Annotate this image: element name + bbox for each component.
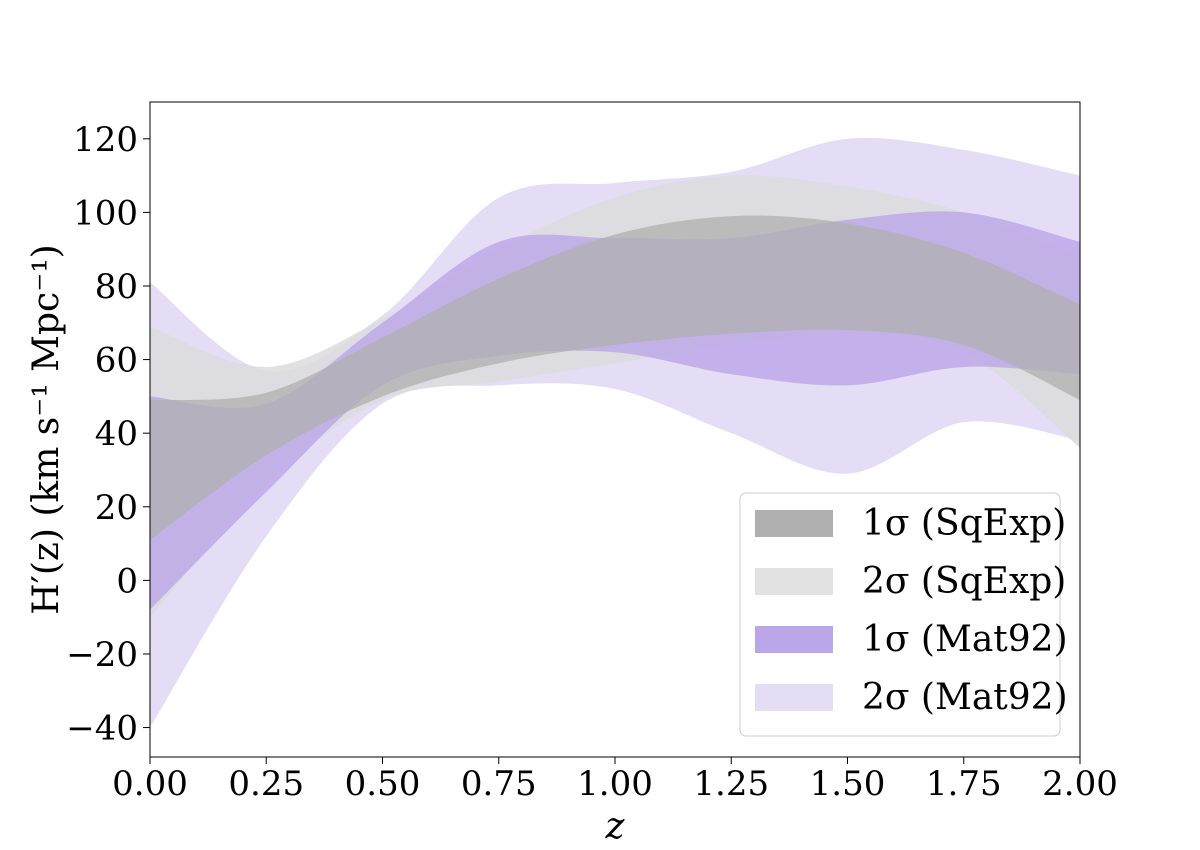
y-tick-label: 80: [95, 267, 138, 307]
y-axis-ticks: −40 −20 0 20 40 60 80 100 120: [66, 120, 150, 749]
y-tick-label: 0: [116, 561, 138, 601]
x-axis-ticks: 0.00 0.25 0.50 0.75 1.00 1.25 1.50 1.75 2.00: [112, 757, 1118, 804]
legend-box: [739, 492, 1061, 737]
x-tick-label: 1.50: [810, 764, 886, 804]
legend-label: 1σ (SqExp): [862, 503, 1066, 544]
legend-swatch: [755, 568, 833, 595]
x-tick-label: 0.00: [112, 764, 188, 804]
x-tick-label: 1.75: [926, 764, 1002, 804]
y-tick-label: −20: [66, 635, 138, 675]
legend-swatch: [755, 684, 833, 711]
x-tick-label: 0.50: [345, 764, 421, 804]
y-tick-label: 20: [95, 488, 138, 528]
legend-label: 1σ (Mat92): [862, 619, 1068, 660]
legend-label: 2σ (SqExp): [862, 561, 1066, 602]
confidence-bands: [150, 137, 1080, 728]
legend: 1σ (SqExp) 2σ (SqExp) 1σ (Mat92) 2σ (Mat92): [739, 492, 1068, 737]
legend-swatch: [755, 510, 833, 537]
x-axis-label: z: [605, 806, 626, 847]
band-1-sqexp-: [150, 215, 1080, 540]
y-tick-label: 40: [95, 414, 138, 454]
legend-swatch: [755, 626, 833, 653]
y-tick-label: 120: [73, 120, 138, 160]
x-tick-label: 0.25: [228, 764, 304, 804]
x-tick-label: 1.00: [577, 764, 653, 804]
x-tick-label: 2.00: [1042, 764, 1118, 804]
x-tick-label: 0.75: [461, 764, 537, 804]
y-tick-label: 100: [73, 193, 138, 233]
legend-label: 2σ (Mat92): [862, 677, 1068, 718]
y-tick-label: −40: [66, 709, 138, 749]
y-axis-label: H′(z) (km s⁻¹ Mpc⁻¹): [26, 244, 67, 614]
x-tick-label: 1.25: [693, 764, 769, 804]
y-tick-label: 60: [95, 341, 138, 381]
